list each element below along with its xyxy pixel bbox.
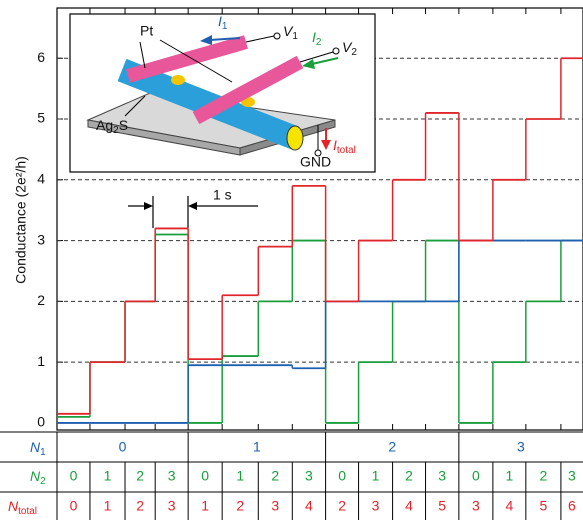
n2-cell: 1 xyxy=(104,468,112,484)
label-sub: 2 xyxy=(40,476,46,487)
n2-label: N2 xyxy=(30,468,46,487)
label-sub: 1 xyxy=(292,31,298,42)
ntotal-cell: 2 xyxy=(136,498,144,514)
wire-end xyxy=(287,126,303,150)
terminal xyxy=(333,48,339,54)
label-sub: total xyxy=(18,506,37,517)
ntotal-cell: 5 xyxy=(539,498,547,514)
n2-cell: 0 xyxy=(472,468,480,484)
label-sub: total xyxy=(337,145,356,156)
n2-cell: 3 xyxy=(568,468,576,484)
ntotal-cell: 3 xyxy=(372,498,380,514)
y-tick-label: 1 xyxy=(37,353,45,369)
junction xyxy=(171,75,185,85)
n2-cell: 1 xyxy=(372,468,380,484)
ntotal-cell: 6 xyxy=(568,498,576,514)
y-tick-label: 6 xyxy=(37,49,45,65)
y-tick-label: 4 xyxy=(37,170,45,186)
n2-cell: 3 xyxy=(305,468,313,484)
ntotal-cell: 4 xyxy=(405,498,413,514)
page: {"chart_data": { "type": "step", "y_labe… xyxy=(0,0,583,520)
ntotal-cell: 2 xyxy=(338,498,346,514)
n2-cell: 3 xyxy=(438,468,446,484)
n1-cell: 2 xyxy=(388,439,396,455)
label-sub: 2 xyxy=(351,47,357,58)
scale-bar-label: 1 s xyxy=(213,187,232,203)
ntotal-cell: 5 xyxy=(438,498,446,514)
n1-cell: 0 xyxy=(119,439,127,455)
ntotal-cell: 2 xyxy=(236,498,244,514)
trace xyxy=(57,241,583,423)
ntotal-cell: 1 xyxy=(201,498,209,514)
inset: Pt I1 V1 I2 V2 Ag2S GND Itotal xyxy=(70,13,375,172)
label-sub: 1 xyxy=(222,21,228,32)
n2-cell: 1 xyxy=(505,468,513,484)
n1-label: N1 xyxy=(30,439,46,458)
n2-cell: 2 xyxy=(136,468,144,484)
y-tick-label: 0 xyxy=(37,414,45,430)
terminal xyxy=(274,33,280,39)
n2-cell: 2 xyxy=(539,468,547,484)
chart: Conductance (2e²/h) 1 s xyxy=(0,0,583,520)
label-sub: 2 xyxy=(316,37,322,48)
pt-label: Pt xyxy=(140,23,153,39)
ntotal-cell: 0 xyxy=(70,498,78,514)
label-sub: 1 xyxy=(40,447,46,458)
n2-cell: 0 xyxy=(338,468,346,484)
ntotal-cell: 3 xyxy=(168,498,176,514)
y-axis-label: Conductance (2e²/h) xyxy=(13,156,29,284)
table: N1 N2 Ntotal 001122330112233402132435031… xyxy=(0,432,583,520)
n1-cell: 3 xyxy=(517,439,525,455)
ntotal-label: Ntotal xyxy=(8,498,37,517)
n2-cell: 3 xyxy=(168,468,176,484)
arrow-head xyxy=(144,202,153,210)
ntotal-cell: 3 xyxy=(271,498,279,514)
ntotal-cell: 1 xyxy=(104,498,112,514)
n2-cell: 1 xyxy=(236,468,244,484)
y-tick-label: 5 xyxy=(37,110,45,126)
n1-cell: 1 xyxy=(253,439,261,455)
gnd-label: GND xyxy=(300,154,331,170)
ntotal-cell: 4 xyxy=(505,498,513,514)
n2-cell: 2 xyxy=(405,468,413,484)
label-tail: S xyxy=(119,117,128,133)
label-main: Ag xyxy=(96,117,113,133)
y-tick-label: 2 xyxy=(37,292,45,308)
arrow-head xyxy=(188,202,197,210)
ntotal-cell: 3 xyxy=(472,498,480,514)
n2-cell: 0 xyxy=(70,468,78,484)
y-tick-label: 3 xyxy=(37,231,45,247)
trace xyxy=(57,234,583,422)
n2-cell: 0 xyxy=(201,468,209,484)
ntotal-cell: 4 xyxy=(305,498,313,514)
n2-cell: 2 xyxy=(271,468,279,484)
scale-bar xyxy=(128,196,258,228)
